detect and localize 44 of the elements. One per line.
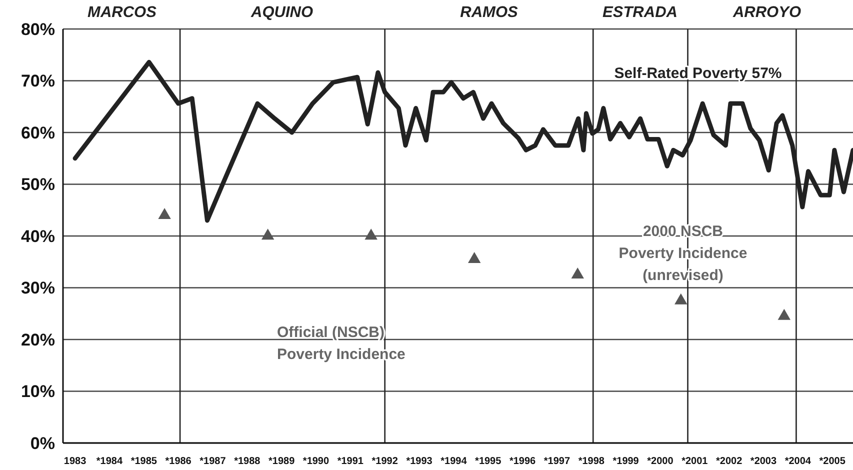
x-tick-label: *2005 <box>819 456 846 467</box>
x-tick-label: *1993 <box>406 456 433 467</box>
y-tick-label: 10% <box>20 382 55 402</box>
x-tick-label: 1983 <box>64 456 87 467</box>
text: ESTRADA <box>602 4 678 21</box>
point <box>468 252 481 263</box>
x-tick-label: *2001 <box>682 456 708 467</box>
y-tick-label: 70% <box>20 72 55 91</box>
y-tick-label: 50% <box>20 175 55 194</box>
x-tick-label: *1991 <box>337 456 364 467</box>
y-tick-label: 20% <box>20 330 55 350</box>
x-tick-label: *1989 <box>268 456 296 467</box>
point <box>674 293 688 304</box>
y-tick-label: 40% <box>20 226 55 246</box>
x-tick-label: *2003 <box>750 456 778 467</box>
point <box>261 228 274 240</box>
y-tick-label: 80% <box>20 20 55 39</box>
point <box>571 267 584 278</box>
x-tick-label: *1985 <box>130 456 158 467</box>
text: MARCOS <box>88 4 158 21</box>
y-tick-label: 30% <box>20 278 55 298</box>
text: AQUINO <box>250 4 313 21</box>
x-tick-label: *1995 <box>475 456 502 467</box>
x-tick-label: *1990 <box>302 456 330 467</box>
x-tick-label: *1997 <box>544 456 570 467</box>
y-tick-label: 60% <box>20 123 55 142</box>
x-tick-label: *2004 <box>784 456 812 467</box>
x-tick-label: *1986 <box>165 456 192 467</box>
x-tick-label: *2000 <box>647 456 674 467</box>
y-tick-label: 0% <box>30 434 55 453</box>
x-tick-label: *1988 <box>234 456 261 467</box>
x-tick-label: *1994 <box>440 456 468 467</box>
x-tick-label: *1987 <box>200 456 226 467</box>
x-tick-label: *1996 <box>509 456 536 467</box>
x-tick-label: *1992 <box>372 456 398 467</box>
point <box>364 228 378 240</box>
point <box>778 308 791 320</box>
x-tick-label: *1998 <box>578 456 605 467</box>
x-tick-label: *1999 <box>612 456 640 467</box>
x-tick-label: *1984 <box>96 456 123 467</box>
text: RAMOS <box>460 4 519 21</box>
text: ARROYO <box>732 4 802 21</box>
point <box>158 208 171 219</box>
x-tick-label: *2002 <box>716 456 743 467</box>
